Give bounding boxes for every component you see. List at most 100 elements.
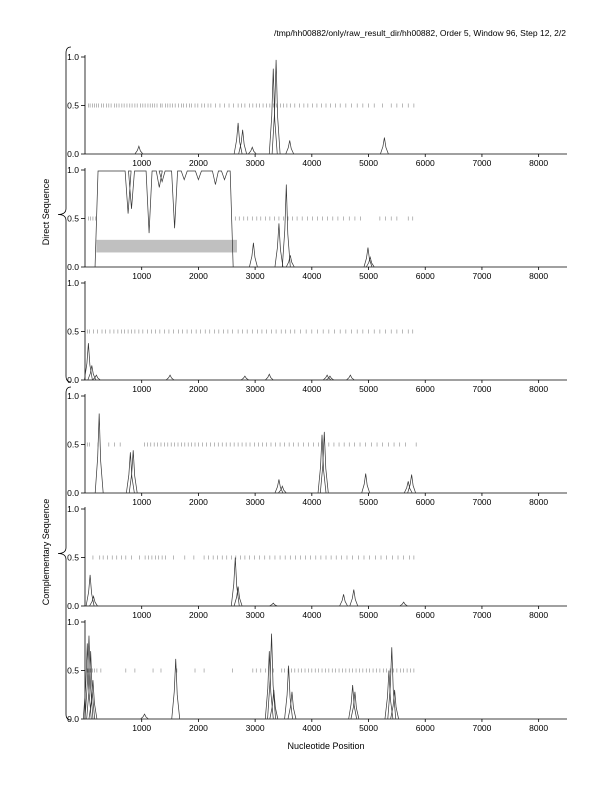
x-tick-label: 1000	[132, 271, 151, 281]
coding-probability-line	[94, 170, 234, 268]
probability-peak	[238, 129, 247, 155]
x-tick-label: 1000	[132, 158, 151, 168]
probability-peak	[363, 247, 373, 268]
probability-peak	[407, 474, 416, 494]
panel-direct-frame-2: 0.0 0.5 1.0 1000 2000 3000 4000 5000 6000 7000 800…	[67, 278, 567, 394]
x-tick-label: 8000	[529, 610, 548, 620]
probability-peak	[84, 635, 94, 720]
direct-brace	[57, 46, 72, 383]
x-tick-label: 2000	[189, 497, 208, 507]
probability-peak	[274, 223, 284, 268]
probability-peak	[349, 589, 359, 607]
x-tick-label: 5000	[359, 610, 378, 620]
y-tick-label: 0.5	[67, 553, 79, 563]
x-tick-label: 1000	[132, 610, 151, 620]
panel-complementary-frame-2: 0.0 0.5 1.0 1000 2000 3000 4000 5000 6000 7000 800…	[67, 617, 567, 733]
x-tick-label: 4000	[302, 158, 321, 168]
probability-peak	[86, 651, 96, 720]
probability-peak	[287, 691, 297, 720]
probability-peak	[387, 647, 397, 720]
y-tick-label: 0.5	[67, 440, 79, 450]
orf-box	[96, 239, 237, 253]
probability-peak	[339, 594, 348, 607]
complementary-brace	[57, 386, 72, 721]
x-tick-label: 2000	[189, 271, 208, 281]
probability-peak	[278, 485, 287, 494]
panel-complementary-frame-0: 0.0 0.5 1.0 1000 2000 3000 4000 5000 6000 7000 800…	[67, 391, 567, 507]
x-axis-label: Nucleotide Position	[287, 741, 364, 751]
x-tick-label: 6000	[416, 497, 435, 507]
probability-peak	[281, 184, 291, 268]
x-tick-label: 6000	[416, 384, 435, 394]
x-tick-label: 7000	[472, 723, 491, 733]
x-tick-label: 6000	[416, 158, 435, 168]
probability-peak	[271, 59, 281, 155]
y-tick-label: 1.0	[67, 165, 79, 175]
probability-peak	[87, 365, 97, 381]
x-tick-label: 5000	[359, 723, 378, 733]
x-tick-label: 3000	[246, 723, 265, 733]
x-tick-label: 2000	[189, 158, 208, 168]
probability-peak	[85, 574, 95, 607]
y-tick-label: 0.0	[67, 149, 79, 159]
y-tick-label: 0.0	[67, 375, 79, 385]
x-tick-label: 7000	[472, 158, 491, 168]
x-tick-label: 1000	[132, 497, 151, 507]
x-tick-label: 4000	[302, 497, 321, 507]
probability-peak	[248, 146, 257, 155]
probability-peak	[380, 137, 389, 155]
y-tick-label: 0.0	[67, 714, 79, 724]
complementary-group-label: Complementary Sequence	[41, 499, 51, 606]
probability-peak	[348, 685, 357, 720]
y-tick-label: 1.0	[67, 617, 79, 627]
x-tick-label: 3000	[246, 271, 265, 281]
probability-peak	[89, 594, 98, 607]
probability-peak	[92, 374, 101, 381]
probability-peak	[269, 689, 279, 720]
x-tick-label: 4000	[302, 384, 321, 394]
direct-group-label: Direct Sequence	[41, 179, 51, 246]
probability-peak	[264, 651, 274, 720]
probability-peak	[322, 374, 332, 381]
x-tick-label: 7000	[472, 384, 491, 394]
panels-group: 0.0 0.5 1.0 1000 2000 3000 4000 5000 6000 7000 800…	[67, 52, 567, 733]
probability-peak	[230, 557, 240, 607]
probability-peak	[267, 633, 276, 720]
y-tick-label: 1.0	[67, 504, 79, 514]
x-tick-label: 3000	[246, 610, 265, 620]
x-tick-label: 8000	[529, 158, 548, 168]
x-tick-label: 1000	[132, 723, 151, 733]
x-tick-label: 3000	[246, 158, 265, 168]
probability-peak	[284, 665, 293, 720]
x-tick-label: 1000	[132, 384, 151, 394]
probability-peak	[82, 643, 92, 720]
probability-peak	[403, 481, 413, 494]
panel-direct-frame-1: 0.0 0.5 1.0 1000 2000 3000 4000 5000 6000 7000 800…	[67, 165, 567, 281]
panel-direct-frame-0: 0.0 0.5 1.0 1000 2000 3000 4000 5000 6000 7000 800…	[67, 52, 567, 168]
probability-peak	[285, 255, 295, 268]
probability-peak	[269, 602, 278, 607]
x-tick-label: 7000	[472, 271, 491, 281]
y-tick-label: 0.5	[67, 327, 79, 337]
x-tick-label: 5000	[359, 158, 378, 168]
x-tick-label: 6000	[416, 610, 435, 620]
y-tick-label: 1.0	[67, 52, 79, 62]
probability-peak	[325, 375, 335, 381]
x-tick-label: 4000	[302, 271, 321, 281]
x-tick-label: 6000	[416, 723, 435, 733]
y-tick-label: 1.0	[67, 278, 79, 288]
y-tick-label: 0.0	[67, 488, 79, 498]
x-tick-label: 7000	[472, 497, 491, 507]
y-tick-label: 0.5	[67, 666, 79, 676]
complementary-sequence-label: Complementary Sequence	[41, 499, 51, 606]
x-tick-label: 5000	[359, 271, 378, 281]
probability-peak	[171, 658, 181, 720]
x-tick-label: 6000	[416, 271, 435, 281]
x-tick-label: 2000	[189, 610, 208, 620]
probability-peak	[285, 140, 295, 155]
probability-peak	[384, 670, 394, 720]
probability-peak	[88, 680, 98, 720]
x-tick-label: 8000	[529, 723, 548, 733]
probability-peak	[399, 601, 408, 607]
probability-peak	[350, 691, 360, 720]
